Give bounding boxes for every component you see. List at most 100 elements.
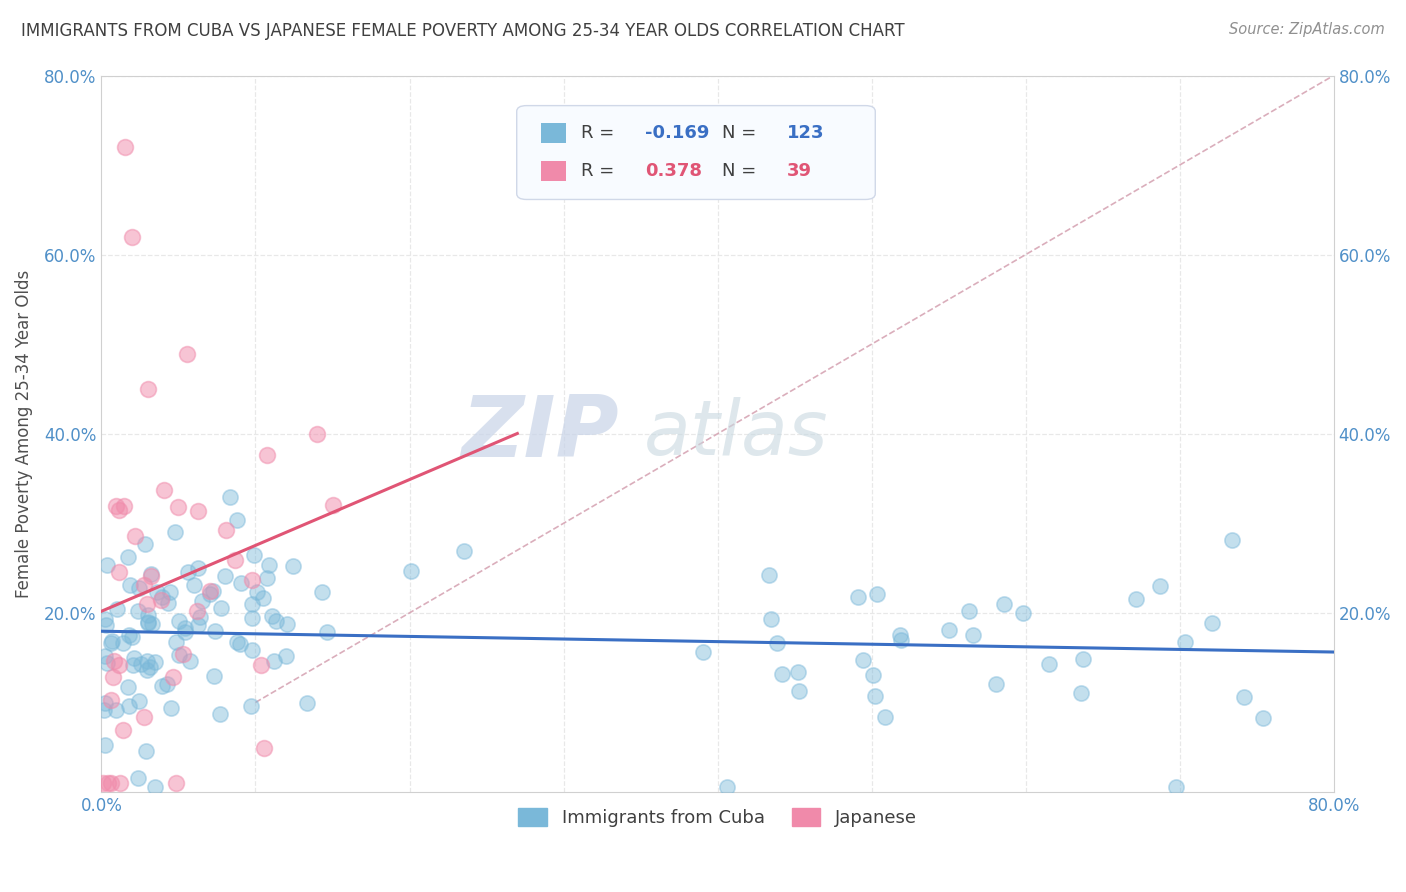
Point [96,558,118,573]
Point [93,703,115,717]
Point [957,604,980,618]
Point [276,617,298,632]
Point [150,592,173,607]
Point [93,648,115,663]
Y-axis label: Female Poverty Among 25-34 Year Olds: Female Poverty Among 25-34 Year Olds [15,269,32,598]
Point [866,587,889,601]
Point [100,776,122,790]
Point [165,776,187,790]
Point [224,552,246,566]
Text: -0.169: -0.169 [645,124,709,142]
Point [761,612,783,626]
Point [105,499,128,513]
Point [1174,635,1197,649]
Point [191,594,214,608]
Point [143,655,166,669]
Point [1201,616,1223,631]
Point [256,570,278,584]
Point [101,634,124,648]
Point [122,658,145,673]
Point [159,585,181,599]
Point [890,632,912,647]
Point [716,780,738,795]
Point [789,684,811,698]
Point [105,703,128,717]
Point [256,449,278,463]
Point [108,503,131,517]
Point [873,710,896,724]
Point [160,701,183,715]
Point [183,578,205,592]
Point [134,537,156,551]
Point [121,630,143,644]
Point [263,654,285,668]
Point [240,597,263,611]
Point [121,229,143,244]
Point [139,660,162,674]
Point [322,498,344,512]
Point [214,569,236,583]
Point [225,513,247,527]
Point [770,666,793,681]
Point [150,590,173,604]
Point [136,615,159,630]
Point [94,617,117,632]
Point [187,504,209,518]
Point [94,612,117,626]
Point [105,602,128,616]
Point [127,604,149,618]
Point [215,523,238,537]
Point [174,621,197,635]
Point [262,608,284,623]
Point [100,635,122,649]
Point [1038,657,1060,671]
Point [453,544,475,558]
Point [141,568,163,582]
Point [114,140,136,154]
Point [136,615,159,630]
Point [176,565,198,579]
Point [179,654,201,668]
Point [240,611,263,625]
Point [117,680,139,694]
Point [240,699,263,714]
Point [204,624,226,639]
Point [93,738,115,752]
Point [118,698,141,713]
Point [993,597,1015,611]
Point [202,668,225,682]
Point [117,549,139,564]
Point [264,614,287,628]
Point [198,586,221,600]
Point [134,578,156,592]
Text: IMMIGRANTS FROM CUBA VS JAPANESE FEMALE POVERTY AMONG 25-34 YEAR OLDS CORRELATIO: IMMIGRANTS FROM CUBA VS JAPANESE FEMALE … [21,22,904,40]
Point [240,643,263,657]
Point [766,636,789,650]
Point [141,617,163,632]
Point [136,663,159,677]
Point [108,565,131,579]
Point [852,653,875,667]
Point [243,548,266,562]
Point [136,382,159,396]
Point [240,573,263,587]
Point [91,776,114,790]
Point [162,670,184,684]
Point [938,624,960,638]
Point [108,657,131,672]
Point [153,483,176,497]
Point [118,578,141,592]
Point [146,584,169,599]
Point [200,584,222,599]
Point [219,490,242,504]
Point [225,635,247,649]
Text: N =: N = [723,162,762,180]
Point [186,561,208,575]
Point [245,585,267,599]
Point [96,657,118,671]
Point [112,636,135,650]
Point [862,668,884,682]
Point [276,648,298,663]
Point [889,627,911,641]
Text: N =: N = [723,124,762,142]
